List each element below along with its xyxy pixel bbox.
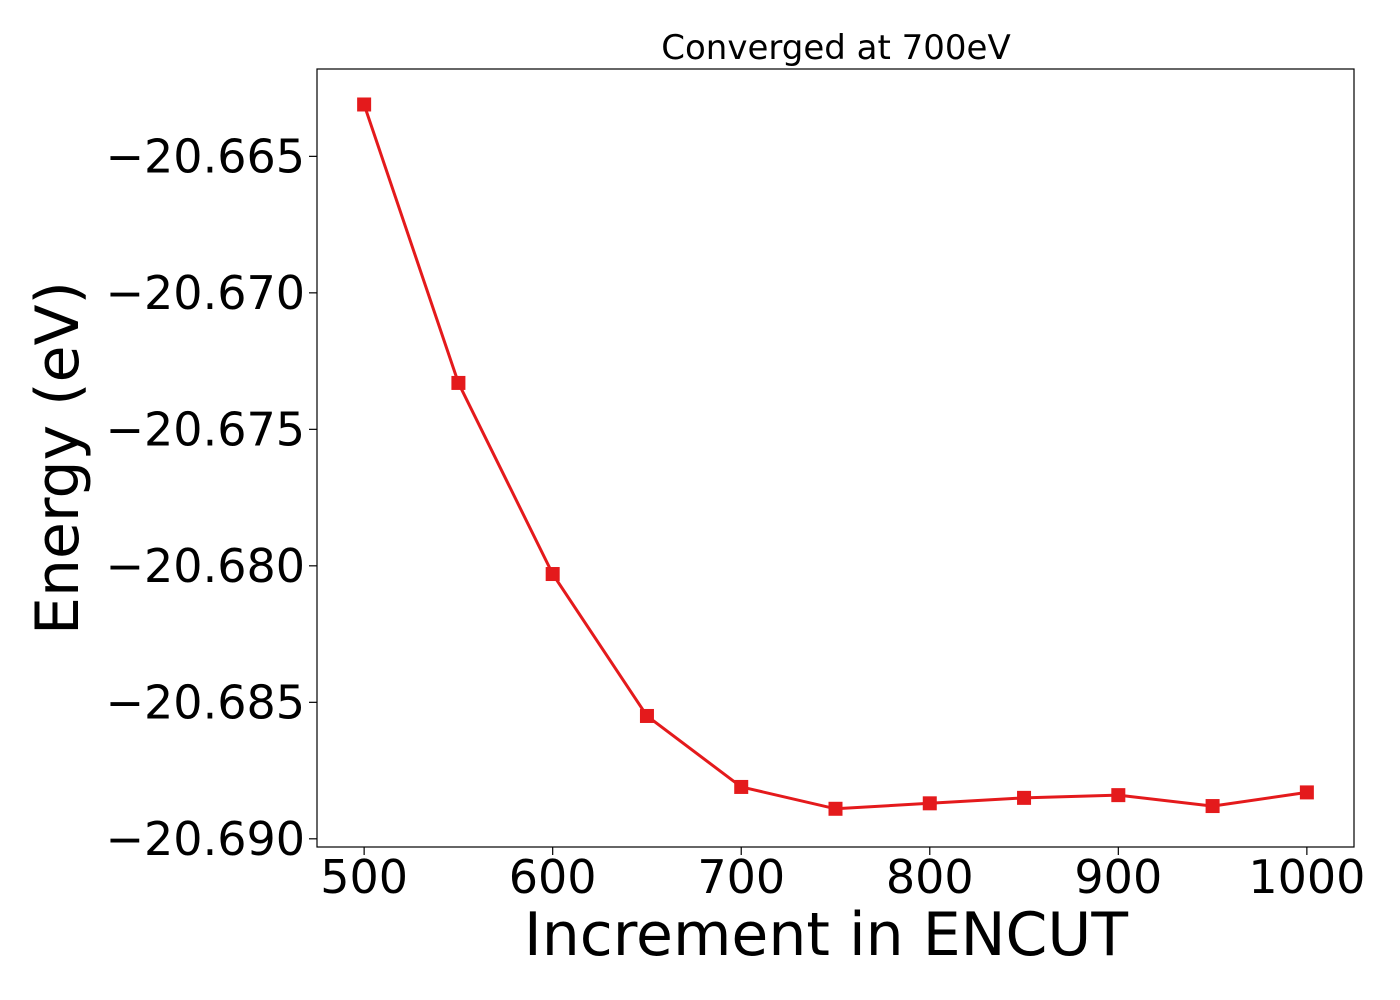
data-point-marker — [451, 375, 466, 390]
chart-title: Converged at 700eV — [661, 28, 1010, 68]
y-tick-label: −20.680 — [106, 539, 306, 593]
plot-frame — [316, 68, 1355, 848]
y-axis-label: Energy (eV) — [23, 281, 93, 635]
y-axis: −20.665 −20.670 −20.675 −20.680 −20.685 −20.6… — [106, 129, 317, 866]
x-tick-label: 600 — [509, 850, 597, 904]
plot-area — [316, 68, 1355, 848]
y-tick-label: −20.690 — [106, 812, 306, 866]
data-point-marker — [922, 796, 937, 811]
x-tick-label: 800 — [886, 850, 974, 904]
data-point-marker — [1017, 790, 1032, 805]
data-point-marker — [357, 97, 372, 112]
data-point-marker — [1205, 799, 1220, 814]
y-tick-label: −20.665 — [106, 129, 306, 183]
y-tick-label: −20.685 — [106, 675, 306, 729]
y-tick-label: −20.670 — [106, 266, 306, 320]
x-tick-label: 500 — [320, 850, 408, 904]
data-point-marker — [734, 779, 749, 794]
x-tick-label: 900 — [1074, 850, 1162, 904]
x-axis: 500 600 700 800 900 1000 — [320, 847, 1365, 904]
y-tick-label: −20.675 — [106, 402, 306, 456]
data-point-marker — [1299, 785, 1314, 800]
data-point-marker — [1111, 788, 1126, 803]
x-axis-label: Increment in ENCUT — [524, 900, 1128, 970]
x-tick-label: 700 — [697, 850, 785, 904]
x-tick-label: 1000 — [1248, 850, 1365, 904]
data-point-marker — [828, 801, 843, 816]
data-point-marker — [545, 567, 560, 582]
data-point-marker — [639, 708, 654, 723]
